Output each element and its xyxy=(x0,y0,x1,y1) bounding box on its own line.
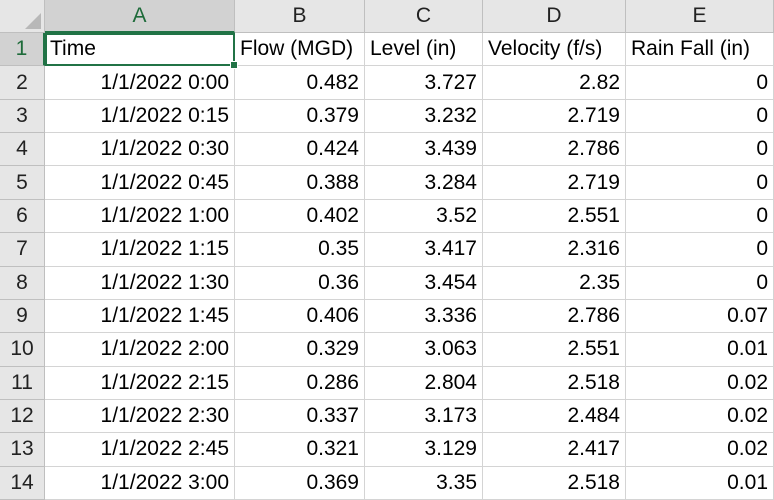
data-cell[interactable]: 1/1/2022 2:00 xyxy=(45,333,235,367)
row-header[interactable]: 4 xyxy=(0,133,45,167)
data-cell[interactable]: 3.232 xyxy=(365,99,483,134)
data-cell[interactable]: 0.424 xyxy=(235,133,365,167)
data-cell[interactable]: 0 xyxy=(626,266,774,300)
data-cell[interactable]: 0.388 xyxy=(235,166,365,200)
header-cell[interactable]: Velocity (f/s) xyxy=(483,33,626,67)
data-cell[interactable]: 1/1/2022 1:15 xyxy=(45,233,235,267)
data-cell[interactable]: 3.727 xyxy=(365,66,483,100)
row-header[interactable]: 10 xyxy=(0,333,45,367)
data-cell[interactable]: 2.804 xyxy=(365,366,483,400)
data-cell[interactable]: 3.063 xyxy=(365,333,483,367)
row-header[interactable]: 14 xyxy=(0,466,45,500)
data-cell[interactable]: 0.329 xyxy=(235,333,365,367)
data-cell[interactable]: 3.129 xyxy=(365,433,483,467)
row-header[interactable]: 11 xyxy=(0,366,45,400)
column-header-a[interactable]: A xyxy=(45,0,235,33)
data-cell[interactable]: 0 xyxy=(626,99,774,134)
row-header[interactable]: 7 xyxy=(0,233,45,267)
data-cell[interactable]: 1/1/2022 0:45 xyxy=(45,166,235,200)
data-cell[interactable]: 0.379 xyxy=(235,99,365,134)
data-cell[interactable]: 3.439 xyxy=(365,133,483,167)
data-cell[interactable]: 1/1/2022 2:15 xyxy=(45,366,235,400)
column-header-c[interactable]: C xyxy=(365,0,483,33)
data-cell[interactable]: 0.286 xyxy=(235,366,365,400)
data-cell[interactable]: 0.02 xyxy=(626,433,774,467)
data-cell[interactable]: 1/1/2022 1:00 xyxy=(45,199,235,234)
data-cell[interactable]: 2.417 xyxy=(483,433,626,467)
cell-text: Time xyxy=(50,37,96,61)
data-cell[interactable]: 3.336 xyxy=(365,299,483,334)
data-cell[interactable]: 0.337 xyxy=(235,399,365,434)
row-header[interactable]: 12 xyxy=(0,399,45,434)
data-cell[interactable]: 3.417 xyxy=(365,233,483,267)
header-cell[interactable]: Level (in) xyxy=(365,33,483,67)
data-cell[interactable]: 3.52 xyxy=(365,199,483,234)
data-cell[interactable]: 2.484 xyxy=(483,399,626,434)
data-cell[interactable]: 1/1/2022 3:00 xyxy=(45,466,235,500)
data-cell[interactable]: 2.786 xyxy=(483,299,626,334)
data-cell[interactable]: 1/1/2022 0:00 xyxy=(45,66,235,100)
data-cell[interactable]: 0.02 xyxy=(626,399,774,434)
data-cell[interactable]: 2.518 xyxy=(483,366,626,400)
data-cell[interactable]: 0.02 xyxy=(626,366,774,400)
data-cell[interactable]: 2.316 xyxy=(483,233,626,267)
header-cell[interactable]: Flow (MGD) xyxy=(235,33,365,67)
data-cell[interactable]: 2.786 xyxy=(483,133,626,167)
row-header[interactable]: 9 xyxy=(0,299,45,334)
data-cell[interactable]: 2.551 xyxy=(483,333,626,367)
header-cell[interactable]: Rain Fall (in) xyxy=(626,33,774,67)
data-cell[interactable]: 0 xyxy=(626,199,774,234)
data-cell[interactable]: 0 xyxy=(626,133,774,167)
data-cell[interactable]: 2.551 xyxy=(483,199,626,234)
data-cell[interactable]: 0.321 xyxy=(235,433,365,467)
data-cell[interactable]: 1/1/2022 0:30 xyxy=(45,133,235,167)
data-cell[interactable]: 1/1/2022 1:30 xyxy=(45,266,235,300)
data-cell[interactable]: 0 xyxy=(626,166,774,200)
data-cell[interactable]: 2.719 xyxy=(483,99,626,134)
data-cell[interactable]: 2.82 xyxy=(483,66,626,100)
select-all-button[interactable] xyxy=(0,0,45,33)
row-header[interactable]: 13 xyxy=(0,433,45,467)
active-cell-a1[interactable]: Time xyxy=(45,33,238,70)
column-header-d[interactable]: D xyxy=(483,0,626,33)
data-cell[interactable]: 2.518 xyxy=(483,466,626,500)
select-all-triangle-icon xyxy=(25,13,41,29)
data-cell[interactable]: 3.284 xyxy=(365,166,483,200)
data-cell[interactable]: 0.35 xyxy=(235,233,365,267)
data-cell[interactable]: 0.482 xyxy=(235,66,365,100)
data-cell[interactable]: 1/1/2022 0:15 xyxy=(45,99,235,134)
row-header[interactable]: 2 xyxy=(0,66,45,100)
data-cell[interactable]: 0.369 xyxy=(235,466,365,500)
data-cell[interactable]: 0.01 xyxy=(626,333,774,367)
data-cell[interactable]: 0.01 xyxy=(626,466,774,500)
data-cell[interactable]: 0 xyxy=(626,233,774,267)
column-header-e[interactable]: E xyxy=(626,0,774,33)
fill-handle[interactable] xyxy=(230,61,238,70)
row-header[interactable]: 5 xyxy=(0,166,45,200)
data-cell[interactable]: 1/1/2022 1:45 xyxy=(45,299,235,334)
data-cell[interactable]: 3.173 xyxy=(365,399,483,434)
data-cell[interactable]: 1/1/2022 2:45 xyxy=(45,433,235,467)
data-cell[interactable]: 3.454 xyxy=(365,266,483,300)
data-cell[interactable]: 0.402 xyxy=(235,199,365,234)
column-header-b[interactable]: B xyxy=(235,0,365,33)
row-header[interactable]: 6 xyxy=(0,199,45,234)
data-cell[interactable]: 2.35 xyxy=(483,266,626,300)
data-cell[interactable]: 0.36 xyxy=(235,266,365,300)
data-cell[interactable]: 0 xyxy=(626,66,774,100)
data-cell[interactable]: 0.406 xyxy=(235,299,365,334)
data-cell[interactable]: 1/1/2022 2:30 xyxy=(45,399,235,434)
row-header[interactable]: 8 xyxy=(0,266,45,300)
row-header[interactable]: 1 xyxy=(0,33,45,67)
data-cell[interactable]: 3.35 xyxy=(365,466,483,500)
row-header[interactable]: 3 xyxy=(0,99,45,134)
data-cell[interactable]: 0.07 xyxy=(626,299,774,334)
data-cell[interactable]: 2.719 xyxy=(483,166,626,200)
